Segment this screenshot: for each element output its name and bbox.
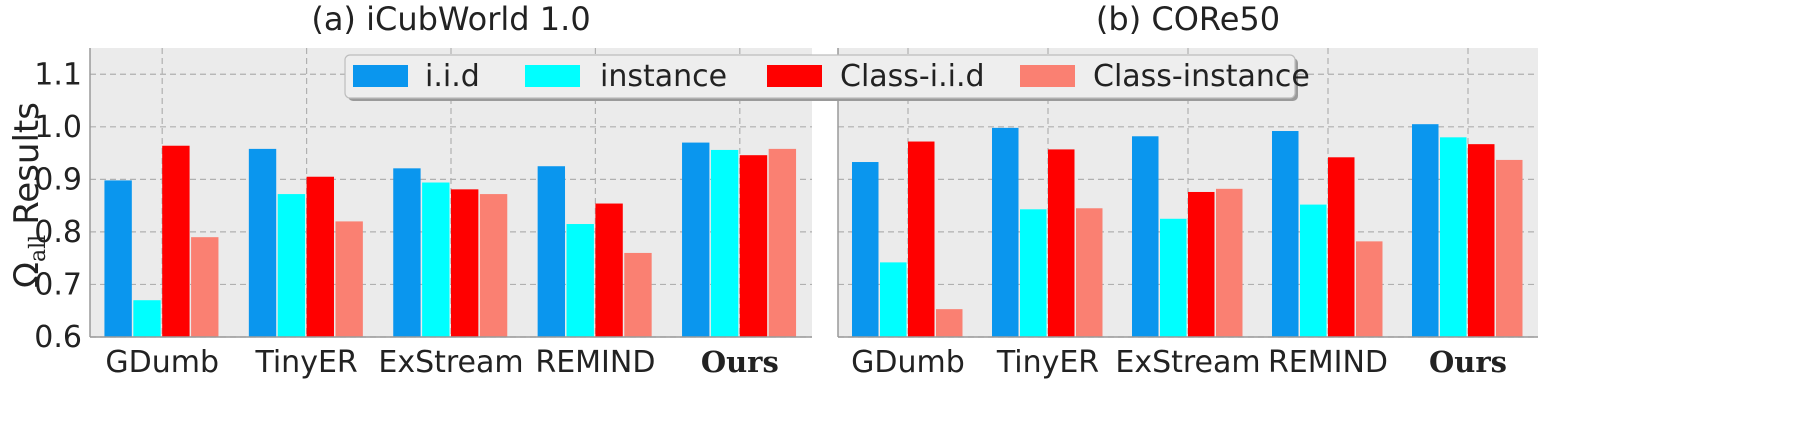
bar-class-i-i-d-remind xyxy=(1328,157,1355,337)
bar-class-instance-remind xyxy=(1356,241,1383,337)
bar-instance-tinyer xyxy=(1020,209,1047,337)
bar-i-i-d-exstream xyxy=(393,168,421,337)
bar-class-instance-ours xyxy=(1496,159,1523,337)
bar-class-instance-tinyer xyxy=(335,221,363,337)
x-tick-label: ExStream xyxy=(1115,345,1260,380)
y-axis-label-symbol: Ω xyxy=(7,262,47,288)
bar-class-instance-gdumb xyxy=(936,309,963,337)
y-tick-label: 0.7 xyxy=(34,267,82,302)
bar-class-instance-exstream xyxy=(1216,188,1243,337)
chart-title: (a) iCubWorld 1.0 xyxy=(311,0,590,38)
bar-instance-exstream xyxy=(1160,218,1187,337)
legend-swatch xyxy=(525,65,580,87)
y-tick-label: 0.8 xyxy=(34,215,82,250)
bar-i-i-d-ours xyxy=(682,142,710,337)
bar-instance-ours xyxy=(710,149,739,337)
bar-class-i-i-d-tinyer xyxy=(306,176,334,337)
bar-i-i-d-gdumb xyxy=(852,162,879,337)
legend-swatch xyxy=(353,65,408,87)
bar-class-i-i-d-remind xyxy=(595,203,623,337)
bar-i-i-d-ours xyxy=(1412,124,1439,337)
bar-instance-exstream xyxy=(422,182,450,337)
bar-i-i-d-tinyer xyxy=(248,148,277,337)
bar-instance-remind xyxy=(566,224,594,337)
x-tick-label: Ours xyxy=(701,345,779,379)
bar-i-i-d-remind xyxy=(1272,131,1299,337)
bar-instance-tinyer xyxy=(277,194,306,337)
y-tick-label: 0.9 xyxy=(34,162,82,197)
bar-class-instance-tinyer xyxy=(1076,208,1103,337)
x-tick-label: REMIND xyxy=(535,345,655,380)
x-tick-label: REMIND xyxy=(1268,345,1388,380)
bar-class-i-i-d-exstream xyxy=(451,189,479,337)
y-axis-label-subscript: all xyxy=(26,235,51,262)
legend: i.i.d instance Class-i.i.d Class-instance xyxy=(344,54,1310,101)
bar-class-i-i-d-ours xyxy=(1468,144,1495,337)
bar-class-instance-remind xyxy=(624,252,652,337)
x-tick-label: GDumb xyxy=(105,345,219,380)
bar-class-i-i-d-gdumb xyxy=(162,145,190,337)
bar-class-i-i-d-exstream xyxy=(1188,191,1215,337)
legend-label: instance xyxy=(600,59,727,94)
bar-class-instance-ours xyxy=(768,148,797,337)
bar-instance-gdumb xyxy=(133,300,161,337)
x-tick-label: Ours xyxy=(1429,345,1507,379)
panel-core50: GDumb TinyER ExStream REMIND Ours (b) CORe50 xyxy=(837,0,1538,380)
bar-class-i-i-d-ours xyxy=(739,155,768,337)
x-tick-label: GDumb xyxy=(851,345,965,380)
legend-label: Class-i.i.d xyxy=(840,59,985,94)
bar-class-i-i-d-gdumb xyxy=(908,141,935,337)
y-tick-label: 0.6 xyxy=(34,320,82,355)
y-tick-label: 1.1 xyxy=(34,57,82,92)
bar-i-i-d-tinyer xyxy=(992,127,1019,338)
legend-swatch xyxy=(767,65,822,87)
bar-i-i-d-gdumb xyxy=(104,180,132,337)
bar-class-instance-gdumb xyxy=(191,237,219,337)
legend-swatch xyxy=(1020,65,1075,87)
bar-class-instance-exstream xyxy=(479,194,508,337)
legend-label: Class-instance xyxy=(1093,59,1310,94)
y-tick-label: 1.0 xyxy=(34,110,82,145)
bar-class-i-i-d-tinyer xyxy=(1048,149,1075,337)
chart-title: (b) CORe50 xyxy=(1096,0,1280,38)
bar-i-i-d-exstream xyxy=(1132,136,1159,337)
bar-i-i-d-remind xyxy=(537,166,566,337)
x-tick-label: ExStream xyxy=(378,345,523,380)
y-axis-label: Ωall Results xyxy=(7,102,51,288)
bar-instance-gdumb xyxy=(880,262,907,337)
x-tick-label: TinyER xyxy=(996,345,1099,380)
bar-instance-remind xyxy=(1300,204,1327,337)
x-tick-label: TinyER xyxy=(254,345,357,380)
bar-instance-ours xyxy=(1440,137,1467,337)
legend-label: i.i.d xyxy=(425,59,480,94)
y-axis-label-word: Results xyxy=(7,102,47,225)
